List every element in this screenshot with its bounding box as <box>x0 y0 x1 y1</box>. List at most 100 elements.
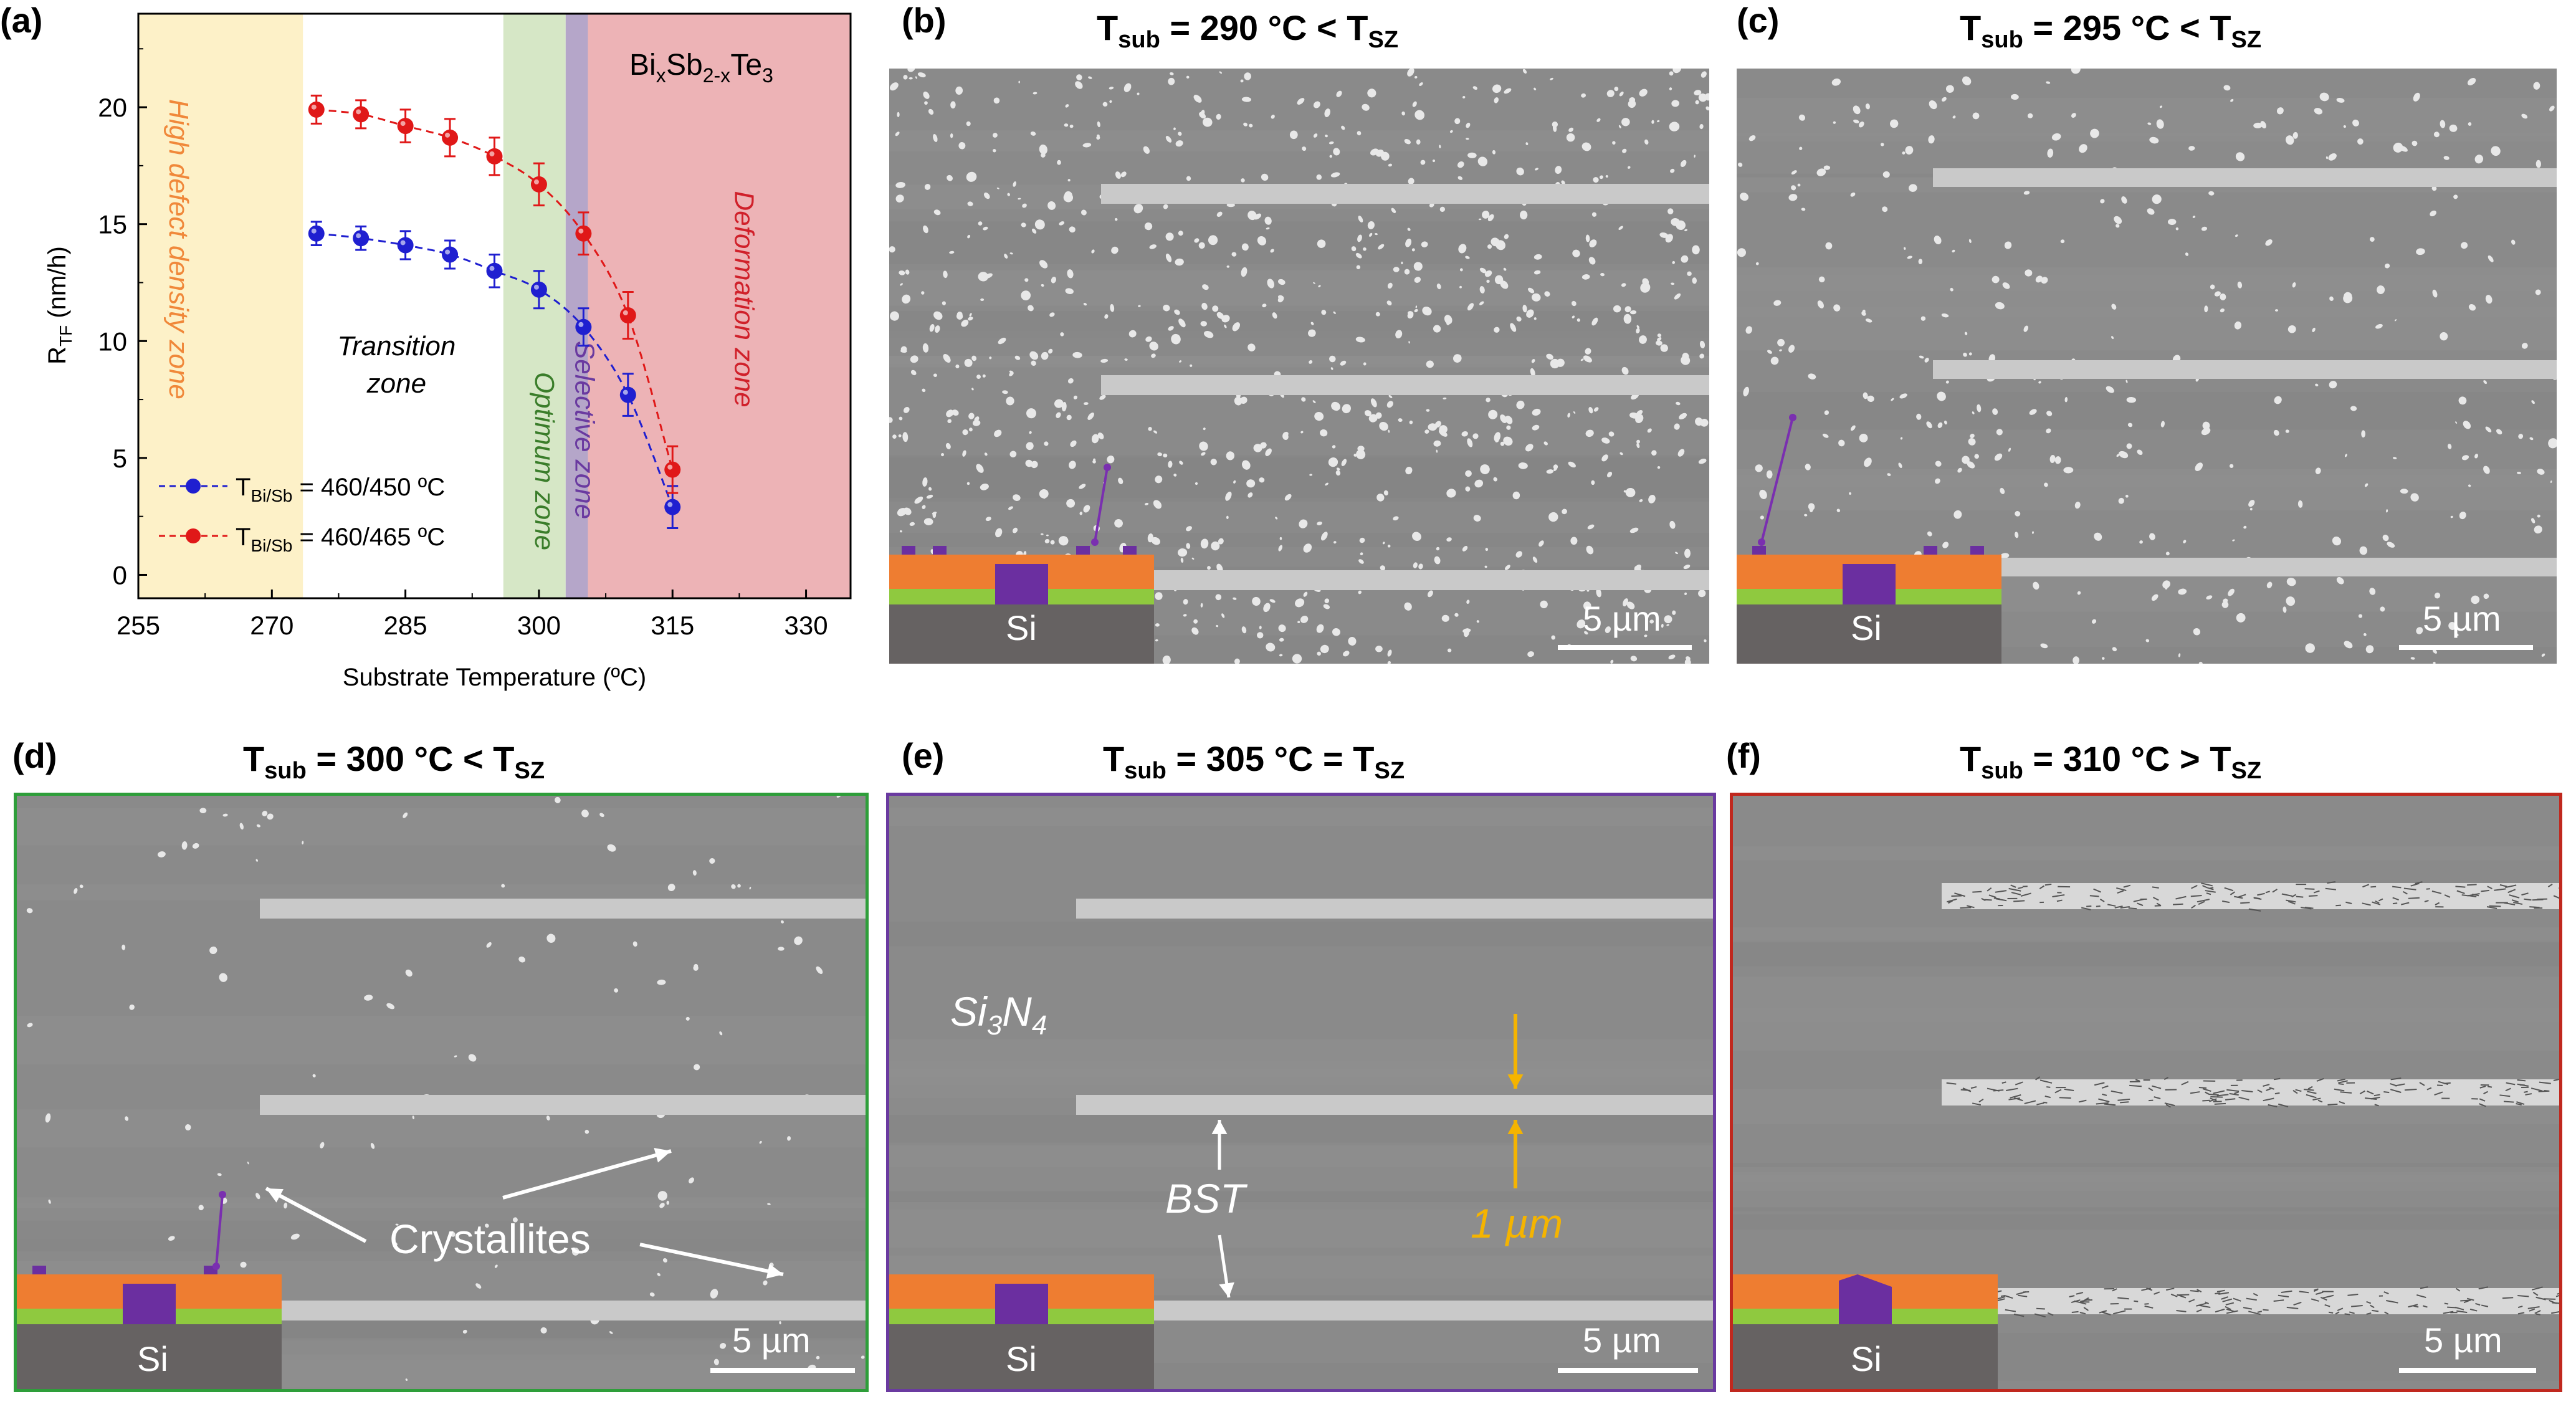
rough-grain <box>2246 1297 2257 1301</box>
rough-grain <box>2176 1310 2187 1312</box>
crystallite <box>2517 471 2522 474</box>
bst-stripe-1 <box>1933 360 2557 379</box>
crystallite <box>1640 282 1651 293</box>
crystallite <box>1571 300 1577 307</box>
rough-grain <box>1946 898 1957 903</box>
panel-b-label: (b) <box>902 1 947 40</box>
crystallite <box>2008 447 2011 452</box>
rough-grain <box>2175 895 2187 900</box>
crystallite <box>1375 646 1383 652</box>
crystallite <box>2287 325 2296 333</box>
crystallite <box>1503 436 1513 446</box>
rough-grain <box>2188 1299 2195 1302</box>
crystallite <box>1544 291 1550 297</box>
crystallite <box>1698 458 1707 464</box>
crystallite <box>1031 228 1037 234</box>
crystallite <box>2410 657 2415 660</box>
crystallite <box>1934 478 1940 484</box>
crystallite <box>1610 659 1614 664</box>
crystallite <box>1628 100 1636 108</box>
crystallite <box>2162 580 2170 589</box>
point-shine-1-6 <box>578 228 584 234</box>
crystallite <box>1314 412 1324 421</box>
crystallite <box>1382 542 1385 545</box>
link-arrow-end <box>1104 464 1111 471</box>
crystallite <box>1823 165 1831 170</box>
crystallite <box>1163 204 1168 209</box>
crystallite <box>905 269 910 275</box>
rough-grain <box>2240 902 2250 904</box>
crystallite <box>1600 272 1605 277</box>
crystallite <box>1309 360 1313 364</box>
crystallite <box>1299 519 1308 528</box>
crystallite <box>1466 599 1470 604</box>
crystallite <box>1091 434 1099 444</box>
point-1-0 <box>308 101 325 118</box>
rough-grain <box>2152 897 2159 901</box>
point-0-1 <box>353 230 370 247</box>
rough-grain <box>2005 1295 2013 1299</box>
crystallite <box>1767 350 1772 354</box>
rough-grain <box>2423 1305 2428 1308</box>
crystallite <box>692 870 697 876</box>
crystallite <box>1253 444 1262 452</box>
rough-grain <box>2084 1297 2089 1301</box>
crystallite <box>720 1342 727 1349</box>
crystallite <box>1500 280 1509 289</box>
crystallite <box>1591 212 1597 217</box>
crystallite <box>1465 255 1470 259</box>
rough-grain <box>2316 1291 2324 1295</box>
crystallite <box>993 149 996 153</box>
crystallite <box>1076 74 1082 80</box>
crystallite <box>2071 113 2076 118</box>
rough-grain <box>2301 907 2312 910</box>
crystallite <box>993 133 998 138</box>
rough-grain <box>2117 890 2124 894</box>
crystallite <box>198 1205 204 1211</box>
crystallite <box>897 112 900 117</box>
rough-grain <box>2233 1297 2241 1302</box>
rough-grain <box>2390 1082 2398 1087</box>
rough-grain <box>2338 1080 2348 1084</box>
crystallite <box>1546 353 1553 360</box>
crystallite <box>983 226 988 231</box>
crystallite <box>247 1162 249 1165</box>
crystallite <box>1838 439 1845 447</box>
crystallite <box>1695 100 1699 105</box>
rough-grain <box>2198 900 2205 905</box>
crystallite <box>1175 258 1184 266</box>
crystallite <box>1692 277 1697 284</box>
crystallite <box>1494 432 1501 442</box>
crystallite <box>2046 81 2051 84</box>
crystallite <box>649 1292 655 1297</box>
crystallite <box>1945 380 1949 384</box>
rough-grain <box>2553 895 2559 899</box>
rough-grain <box>2370 1304 2375 1309</box>
crystallite <box>1848 492 1852 495</box>
crystallite <box>1675 552 1679 555</box>
crystallite <box>2274 396 2282 404</box>
crystallite <box>1863 392 1868 399</box>
crystallite <box>910 355 918 363</box>
rough-grain <box>2295 1089 2302 1092</box>
crystallite <box>994 429 1002 437</box>
crystallite <box>1668 654 1676 660</box>
rough-grain <box>2008 887 2021 892</box>
crystallite <box>780 920 784 924</box>
crystallite <box>1434 556 1441 565</box>
crystallite <box>922 477 928 487</box>
crystallite <box>1644 139 1649 145</box>
crystallite <box>1034 219 1045 230</box>
rough-grain <box>2198 1304 2211 1309</box>
rough-grain <box>2320 1296 2327 1301</box>
rough-grain <box>2402 891 2408 895</box>
crystallite <box>2126 397 2137 403</box>
crystallite <box>1453 354 1462 363</box>
crystallite <box>181 841 188 850</box>
surface-bump-0 <box>1752 546 1766 555</box>
crystallite <box>1424 429 1429 434</box>
crystallite <box>364 995 373 1001</box>
rough-grain <box>2269 1087 2274 1090</box>
crystallite <box>1249 123 1253 128</box>
crystallite <box>2535 289 2541 295</box>
